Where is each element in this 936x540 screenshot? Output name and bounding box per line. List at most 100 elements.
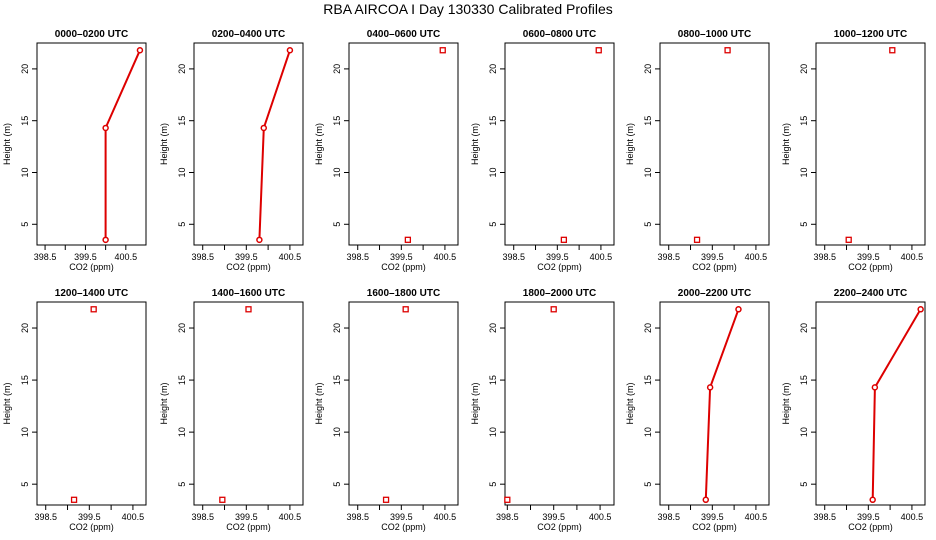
panel-title: 2000–2200 UTC	[678, 288, 751, 299]
x-tick-label: 398.5	[813, 512, 836, 522]
y-tick-label: 15	[643, 375, 653, 385]
y-tick-label: 15	[332, 375, 342, 385]
x-tick-label: 398.5	[813, 252, 836, 262]
data-point	[889, 47, 896, 54]
y-axis-label: Height (m)	[159, 123, 169, 165]
plot-frame	[36, 42, 147, 246]
x-tick-label: 398.5	[191, 252, 214, 262]
y-axis-label: Height (m)	[470, 123, 480, 165]
x-tick-label: 399.5	[78, 512, 101, 522]
plot-frame	[504, 301, 615, 506]
y-tick-label: 10	[20, 167, 30, 177]
y-tick-label: 20	[799, 64, 809, 74]
data-point	[693, 236, 701, 243]
y-tick-label: 10	[643, 167, 653, 177]
data-point	[917, 306, 924, 313]
y-tick-label: 15	[488, 116, 498, 126]
y-tick-label: 15	[488, 375, 498, 385]
y-tick-label: 20	[20, 64, 30, 74]
plot-frame	[36, 301, 147, 506]
panel-4: 0600–0800 UTC 398.5 399.5 400.5 CO2 (ppm) 5 10…	[470, 29, 615, 272]
x-tick-label: 400.5	[745, 252, 768, 262]
y-axis-label: Height (m)	[470, 382, 480, 424]
x-tick-label: 400.5	[589, 512, 612, 522]
plot-frame	[815, 42, 926, 246]
x-tick-label: 399.5	[542, 512, 565, 522]
panel-6: 1000–1200 UTC 398.5 399.5 400.5 CO2 (ppm) 5 10…	[781, 29, 926, 272]
x-tick-label: 399.5	[857, 252, 880, 262]
x-tick-label: 400.5	[590, 252, 613, 262]
y-tick-label: 20	[332, 64, 342, 74]
y-tick-label: 10	[20, 427, 30, 437]
data-point	[550, 306, 557, 313]
panel-title: 1800–2000 UTC	[523, 288, 596, 299]
data-point	[869, 496, 876, 504]
profile-line	[704, 308, 740, 500]
y-tick-label: 10	[488, 427, 498, 437]
y-tick-label: 20	[332, 323, 342, 333]
x-tick-label: 398.5	[496, 512, 519, 522]
y-tick-label: 10	[332, 427, 342, 437]
y-tick-label: 20	[177, 64, 187, 74]
x-axis-label: CO2 (ppm)	[381, 262, 426, 272]
x-tick-label: 398.5	[657, 512, 680, 522]
panel-5: 0800–1000 UTC 398.5 399.5 400.5 CO2 (ppm) 5 10…	[625, 29, 770, 272]
y-tick-label: 5	[20, 482, 30, 487]
plot-frame	[659, 42, 770, 246]
y-tick-label: 20	[177, 323, 187, 333]
x-tick-label: 399.5	[390, 512, 413, 522]
x-axis-label: CO2 (ppm)	[692, 262, 737, 272]
x-tick-label: 400.5	[122, 512, 145, 522]
data-point	[402, 306, 409, 313]
x-axis-label: CO2 (ppm)	[848, 522, 893, 532]
y-tick-label: 15	[20, 375, 30, 385]
panel-12: 2200–2400 UTC 398.5 399.5 400.5 CO2 (ppm) 5 10…	[781, 288, 926, 532]
y-tick-label: 15	[177, 375, 187, 385]
data-point	[286, 47, 294, 54]
y-tick-label: 10	[177, 167, 187, 177]
data-point	[439, 47, 446, 54]
data-point	[245, 306, 252, 313]
panel-title: 0800–1000 UTC	[678, 29, 751, 40]
y-tick-label: 10	[643, 427, 653, 437]
panel-title: 1400–1600 UTC	[212, 288, 285, 299]
panel-9: 1600–1800 UTC 398.5 399.5 400.5 CO2 (ppm) 5 10…	[314, 288, 459, 532]
data-point	[102, 124, 109, 132]
profile-line	[871, 308, 922, 500]
y-tick-label: 20	[20, 323, 30, 333]
y-tick-label: 20	[488, 323, 498, 333]
data-point	[724, 47, 731, 54]
x-tick-label: 398.5	[34, 512, 57, 522]
plot-frame	[815, 301, 926, 506]
plot-frame	[348, 301, 459, 506]
data-point	[871, 384, 879, 391]
y-tick-label: 5	[488, 482, 498, 487]
x-tick-label: 400.5	[434, 252, 457, 262]
y-tick-label: 15	[643, 116, 653, 126]
y-tick-label: 5	[643, 482, 653, 487]
panel-2: 0200–0400 UTC 398.5 399.5 400.5 CO2 (ppm) 5 10…	[159, 29, 304, 272]
data-point	[706, 384, 714, 391]
y-axis-label: Height (m)	[625, 382, 635, 424]
panel-title: 0000–0200 UTC	[55, 29, 128, 40]
y-tick-label: 10	[177, 427, 187, 437]
data-point	[404, 236, 412, 243]
data-point	[260, 124, 268, 132]
plot-frame	[193, 42, 304, 246]
x-axis-label: CO2 (ppm)	[692, 522, 737, 532]
plot-frame	[504, 42, 615, 246]
data-point	[219, 496, 226, 503]
y-tick-label: 20	[799, 323, 809, 333]
x-tick-label: 398.5	[191, 512, 214, 522]
x-tick-label: 399.5	[235, 252, 258, 262]
y-tick-label: 10	[488, 167, 498, 177]
y-tick-label: 10	[799, 427, 809, 437]
y-tick-label: 5	[177, 482, 187, 487]
data-point	[136, 47, 144, 54]
y-tick-label: 20	[643, 64, 653, 74]
profile-line	[258, 49, 291, 240]
y-tick-label: 15	[20, 116, 30, 126]
panel-title: 1600–1800 UTC	[367, 288, 440, 299]
y-tick-label: 20	[643, 323, 653, 333]
